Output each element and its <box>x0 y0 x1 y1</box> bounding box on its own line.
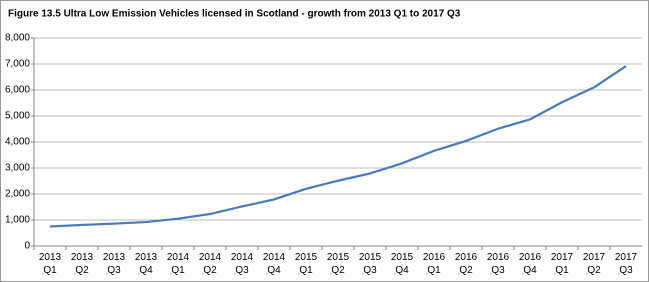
y-tick-label: 6,000 <box>5 85 30 96</box>
x-tick-label: 2015 Q1 <box>294 252 318 276</box>
x-tick-label: 2014 Q1 <box>166 252 190 276</box>
y-tick-label: 2,000 <box>5 189 30 200</box>
x-tick-label: 2013 Q4 <box>134 252 158 276</box>
x-tick-label: 2013 Q1 <box>38 252 62 276</box>
x-tick-label: 2015 Q4 <box>390 252 414 276</box>
x-tick-label: 2017 Q3 <box>614 252 638 276</box>
y-tick-label: 5,000 <box>5 111 30 122</box>
x-tick-label: 2016 Q2 <box>454 252 478 276</box>
y-tick-label: 7,000 <box>5 59 30 70</box>
x-tick-label: 2013 Q2 <box>70 252 94 276</box>
x-tick-label: 2016 Q3 <box>486 252 510 276</box>
x-tick-label: 2017 Q1 <box>550 252 574 276</box>
x-tick-label: 2017 Q2 <box>582 252 606 276</box>
x-tick-label: 2014 Q3 <box>230 252 254 276</box>
y-tick-label: 3,000 <box>5 163 30 174</box>
x-tick-label: 2014 Q4 <box>262 252 286 276</box>
y-tick-label: 8,000 <box>5 33 30 44</box>
x-tick-label: 2015 Q2 <box>326 252 350 276</box>
y-tick-label: 1,000 <box>5 215 30 226</box>
x-tick-label: 2013 Q3 <box>102 252 126 276</box>
y-tick-label: 0 <box>24 241 30 252</box>
data-line <box>49 65 627 228</box>
y-tick-label: 4,000 <box>5 137 30 148</box>
x-tick-label: 2016 Q1 <box>422 252 446 276</box>
x-tick-label: 2014 Q2 <box>198 252 222 276</box>
x-tick-label: 2015 Q3 <box>358 252 382 276</box>
chart-title: Figure 13.5 Ultra Low Emission Vehicles … <box>8 9 461 20</box>
x-tick-label: 2016 Q4 <box>518 252 542 276</box>
